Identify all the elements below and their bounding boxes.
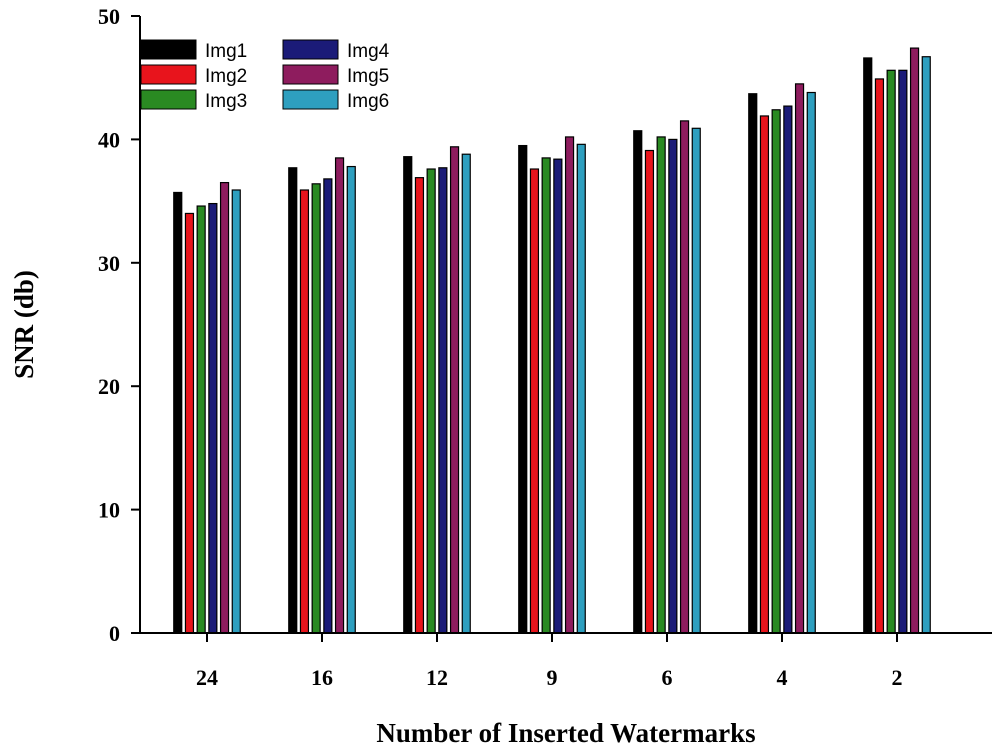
x-tick-label: 24 — [196, 665, 218, 690]
legend-label-img5: Img5 — [347, 66, 389, 87]
bar-img2-12 — [414, 177, 425, 634]
legend-swatch-img2 — [140, 64, 197, 85]
y-tick-label: 20 — [98, 374, 120, 399]
y-ticks: 0 10 20 30 40 50 — [98, 4, 140, 646]
bar-img2-6 — [644, 149, 655, 634]
legend-swatch-img3 — [140, 89, 197, 110]
x-tick-label: 16 — [311, 665, 333, 690]
bar-img4-9 — [553, 158, 563, 634]
bar-img3-16 — [311, 183, 321, 634]
bar-img2-24 — [184, 212, 195, 634]
y-tick-label: 0 — [109, 621, 120, 646]
y-tick-label: 50 — [98, 4, 120, 29]
bar-img1-2 — [863, 57, 873, 634]
bar-img6-2 — [921, 56, 931, 634]
bar-img5-24 — [219, 181, 230, 634]
bar-img5-9 — [564, 136, 575, 634]
legend: Img1 Img2 Img3 Img4 Img5 Img6 — [140, 39, 390, 112]
bar-img6-16 — [346, 165, 356, 634]
bar-img3-12 — [426, 168, 436, 634]
x-axis-title: Number of Inserted Watermarks — [376, 718, 755, 748]
bar-img3-24 — [196, 205, 206, 634]
bar-img1-9 — [518, 144, 528, 634]
legend-label-img1: Img1 — [205, 41, 247, 62]
x-tick-label: 9 — [547, 665, 558, 690]
bar-img4-2 — [898, 69, 908, 634]
bar-img3-6 — [656, 136, 666, 634]
bar-img1-16 — [288, 167, 298, 634]
bar-img5-4 — [794, 83, 805, 634]
bar-img5-6 — [679, 120, 690, 634]
legend-label-img4: Img4 — [347, 41, 390, 62]
y-axis-title: SNR (db) — [9, 270, 39, 379]
legend-swatch-img1 — [140, 39, 197, 60]
bar-img4-16 — [323, 178, 333, 634]
bars-layer — [173, 47, 931, 634]
bar-img3-4 — [771, 109, 781, 634]
y-tick-label: 30 — [98, 251, 120, 276]
legend-label-img6: Img6 — [347, 91, 389, 112]
bar-img1-24 — [173, 191, 183, 634]
bar-img2-9 — [529, 168, 540, 634]
x-tick-label: 2 — [892, 665, 903, 690]
legend-swatch-img5 — [282, 64, 339, 85]
bar-img3-2 — [886, 69, 896, 634]
bar-img1-6 — [633, 130, 643, 634]
legend-label-img2: Img2 — [205, 66, 247, 87]
x-tick-label: 4 — [777, 665, 788, 690]
bar-img5-16 — [334, 157, 345, 634]
x-ticks: 24 16 12 9 6 4 2 — [196, 633, 903, 690]
bar-img4-24 — [208, 202, 218, 634]
bar-img2-2 — [874, 78, 885, 634]
bar-img2-16 — [299, 189, 310, 634]
bar-img5-2 — [909, 47, 920, 634]
bar-img5-12 — [449, 146, 460, 634]
bar-img6-4 — [806, 91, 816, 634]
bar-img6-9 — [576, 143, 586, 634]
bar-img6-6 — [691, 127, 701, 634]
axes-layer — [139, 16, 992, 634]
bar-img6-12 — [461, 153, 471, 634]
bar-img4-4 — [783, 105, 793, 634]
bar-img4-6 — [668, 138, 678, 634]
y-tick-label: 10 — [98, 498, 120, 523]
x-tick-label: 6 — [662, 665, 673, 690]
bar-img1-4 — [748, 93, 758, 634]
bar-img1-12 — [403, 156, 413, 634]
bar-img2-4 — [759, 115, 770, 634]
bar-img4-12 — [438, 167, 448, 634]
legend-label-img3: Img3 — [205, 91, 247, 112]
x-tick-label: 12 — [426, 665, 448, 690]
legend-swatch-img6 — [282, 89, 339, 110]
bar-img6-24 — [231, 189, 241, 634]
legend-swatch-img4 — [282, 39, 339, 60]
bar-img3-9 — [541, 157, 551, 634]
y-tick-label: 40 — [98, 127, 120, 152]
